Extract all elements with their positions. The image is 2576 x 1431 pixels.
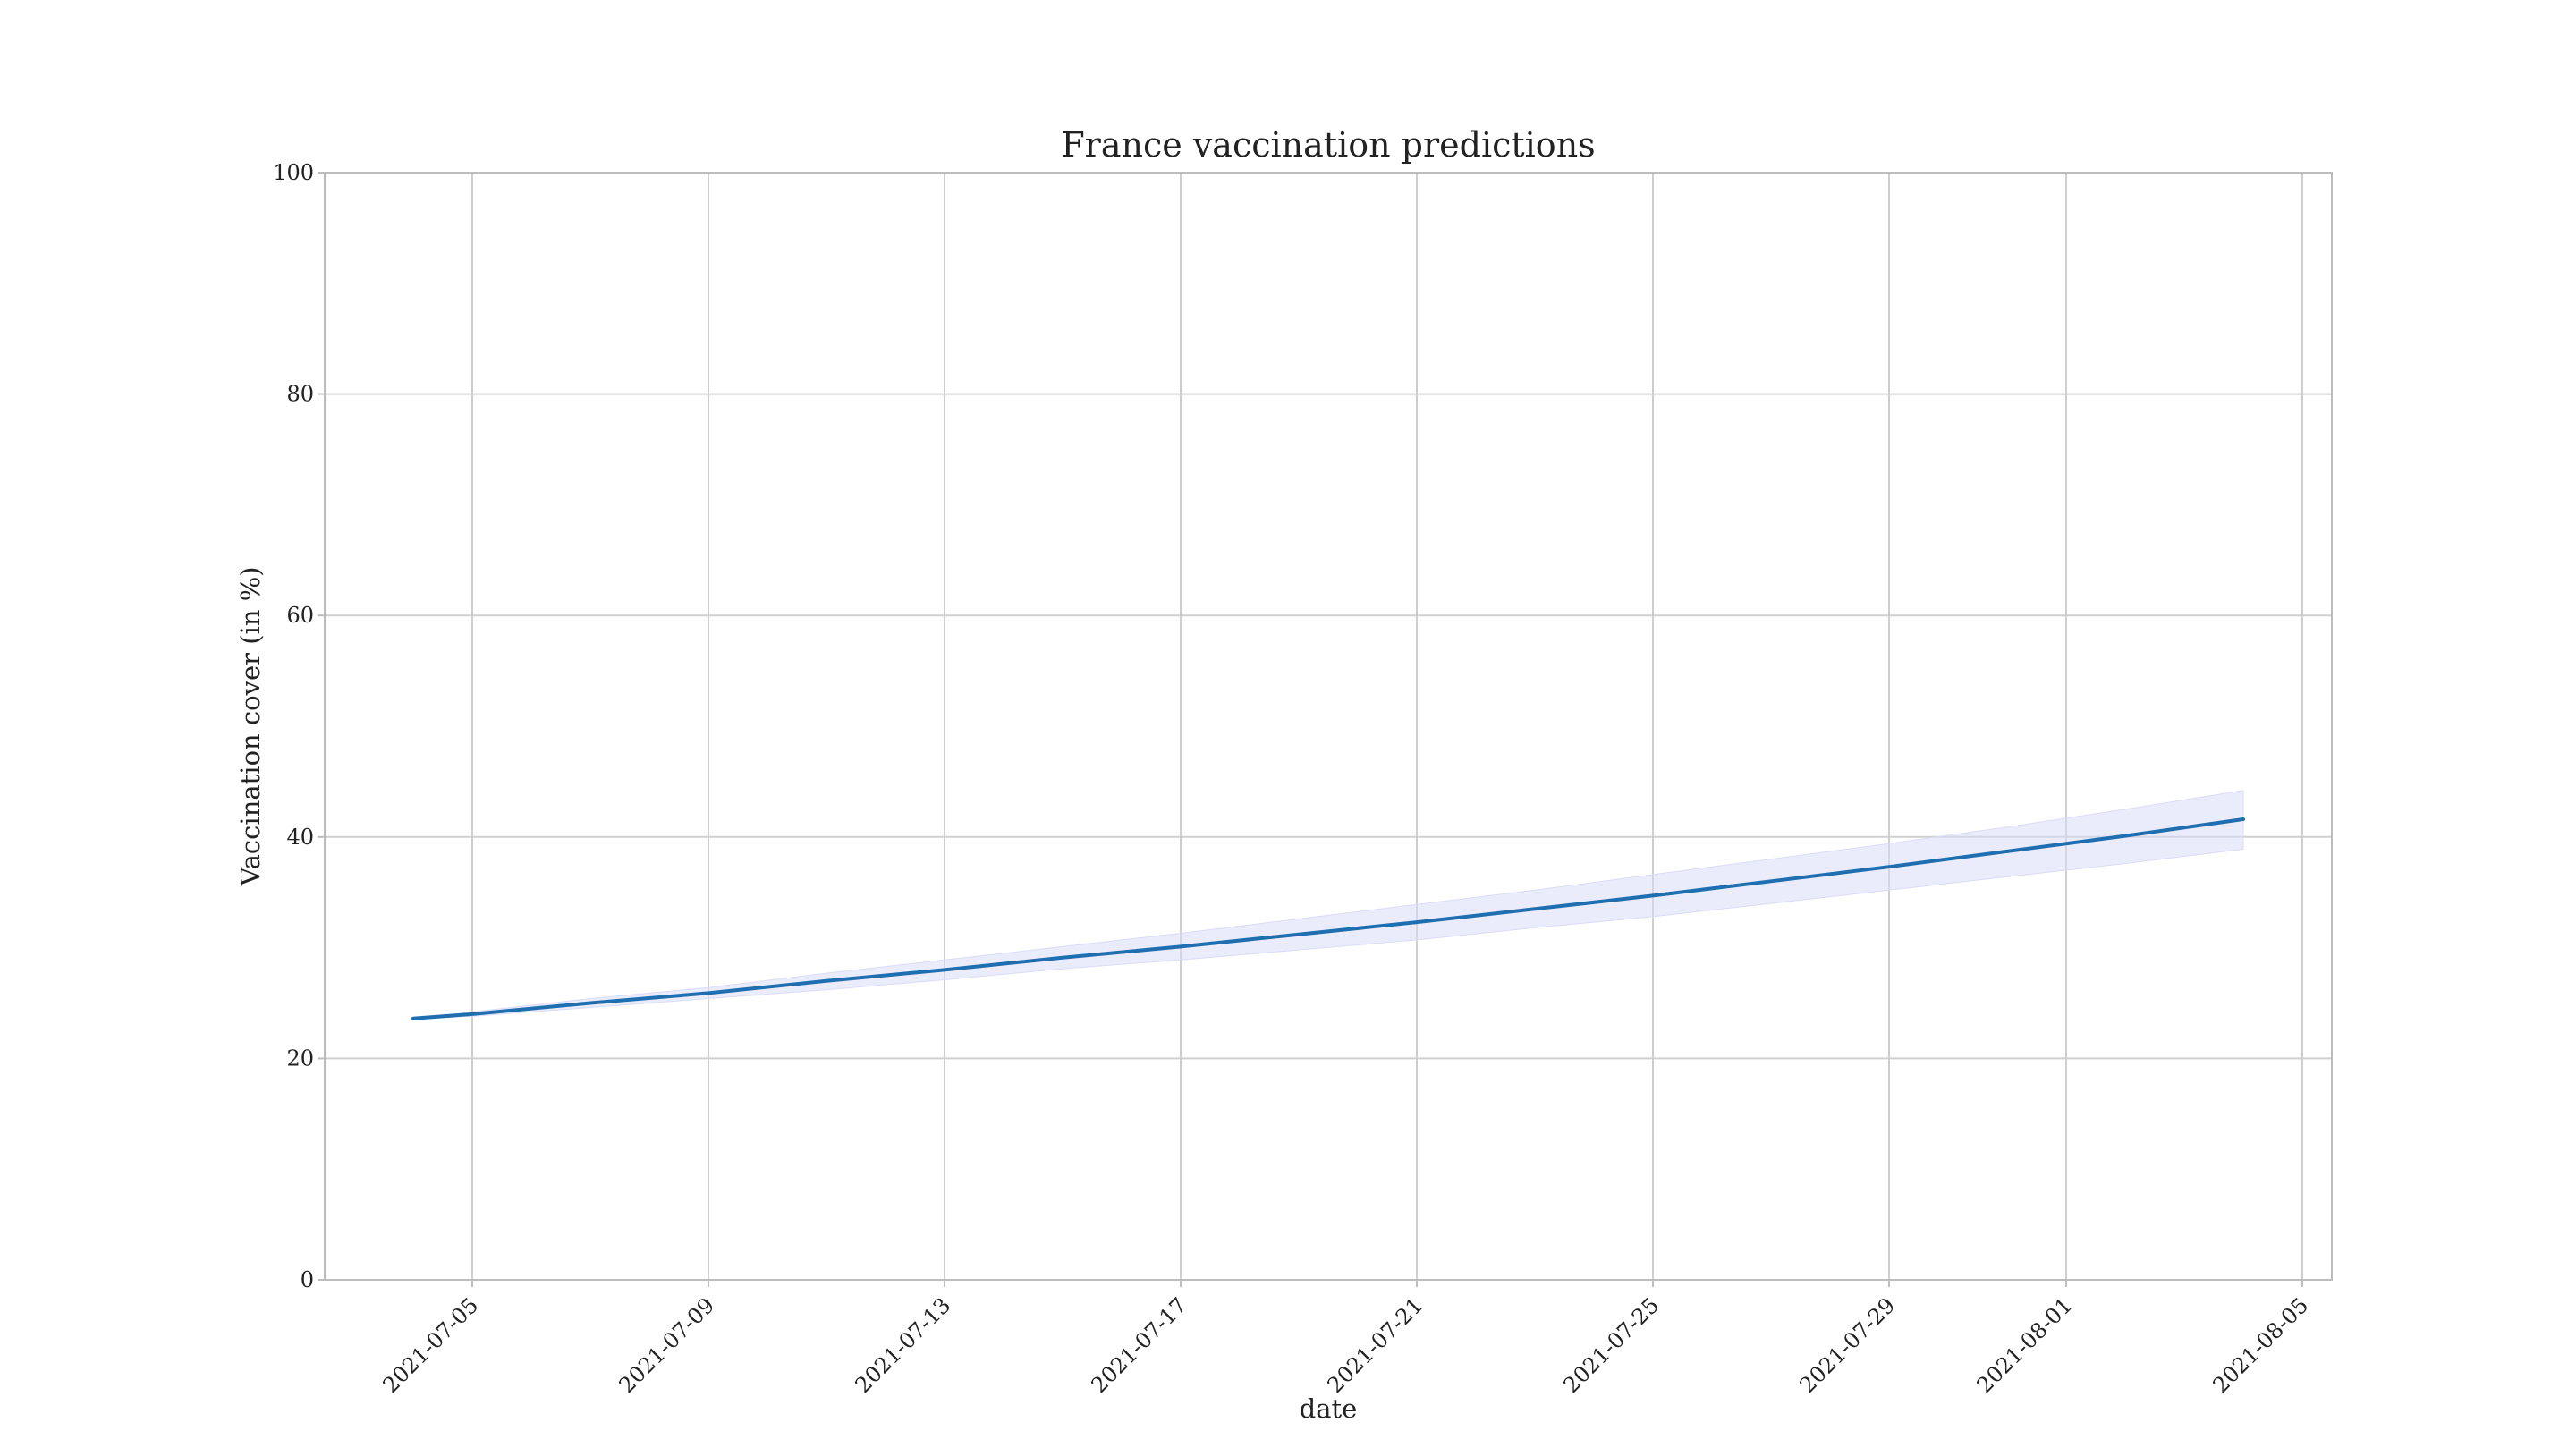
y-tick-label: 100 (273, 160, 314, 185)
plot-frame (324, 172, 2333, 1281)
confidence-band (412, 790, 2244, 1020)
y-axis-label: Vaccination cover (in %) (235, 566, 266, 886)
y-tick-label: 40 (286, 825, 314, 850)
chart-title: France vaccination predictions (1061, 125, 1595, 165)
x-tick-label: 2021-07-17 (1087, 1292, 1192, 1398)
x-tick-label: 2021-08-05 (2208, 1292, 2314, 1398)
x-tick-label: 2021-08-01 (1972, 1292, 2078, 1398)
confidence-band-layer (412, 790, 2244, 1020)
x-tick-label: 2021-07-29 (1795, 1292, 1901, 1398)
x-axis-label: date (1300, 1393, 1358, 1424)
x-axis-ticks: 2021-07-05 2021-07-09 2021-07-13 2021-07-17… (378, 1280, 2314, 1398)
y-tick-label: 80 (286, 382, 314, 407)
y-axis-ticks: 0 20 40 60 80 100 (273, 160, 325, 1292)
x-tick-label: 2021-07-09 (614, 1292, 720, 1398)
prediction-line (411, 817, 2245, 1020)
y-tick-label: 0 (301, 1267, 314, 1292)
y-tick-label: 20 (286, 1046, 314, 1071)
x-tick-label: 2021-07-05 (378, 1292, 484, 1398)
y-tick-label: 60 (286, 603, 314, 628)
grid (325, 172, 2332, 1281)
x-tick-label: 2021-07-21 (1323, 1292, 1428, 1398)
series-line-layer (411, 817, 2245, 1020)
x-tick-label: 2021-07-25 (1559, 1292, 1665, 1398)
x-tick-label: 2021-07-13 (851, 1292, 956, 1398)
